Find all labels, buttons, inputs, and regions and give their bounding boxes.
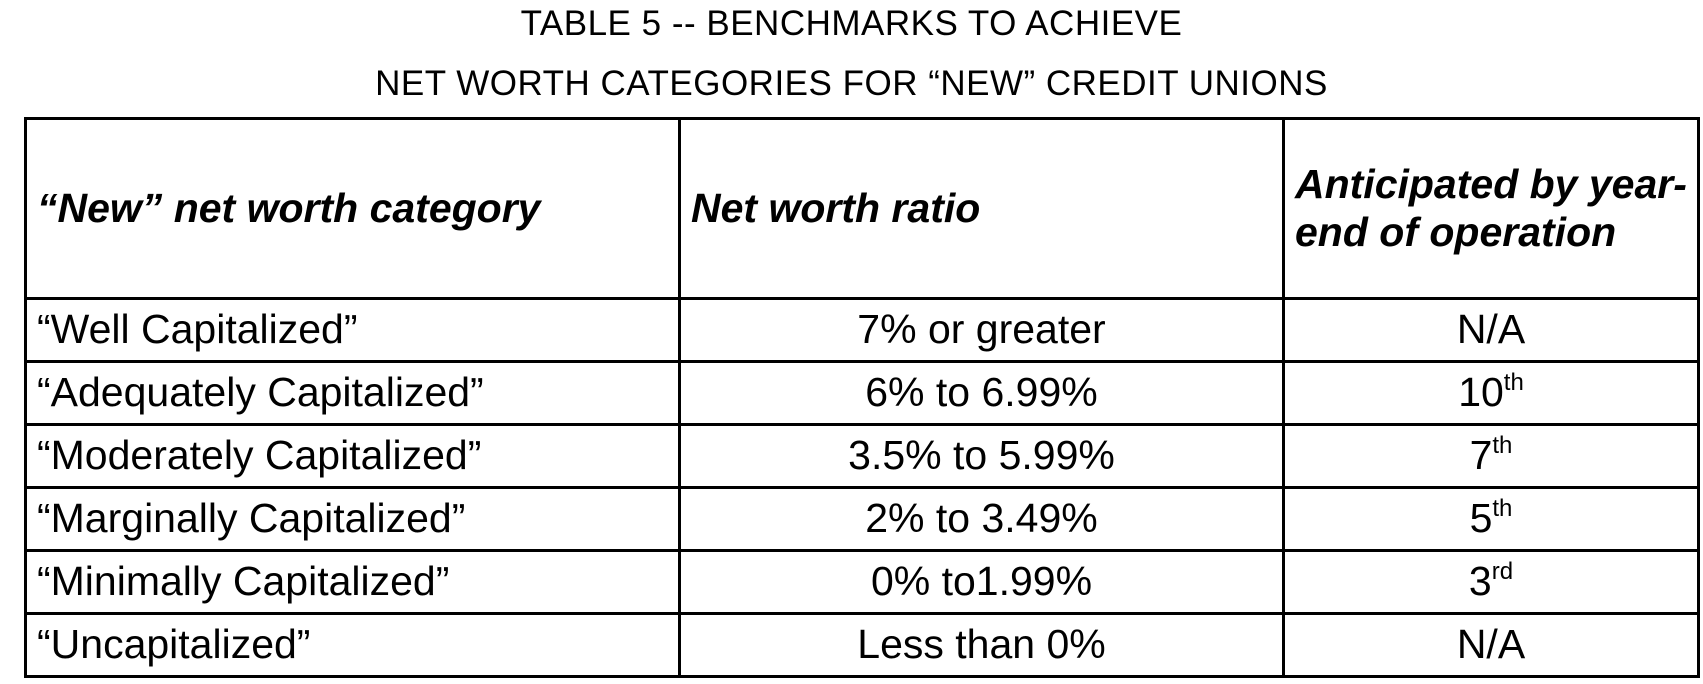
table-cell: 3.5% to 5.99% <box>678 423 1285 489</box>
title: TABLE 5 -- BENCHMARKS TO ACHIEVE <box>520 4 1183 43</box>
table-cell: 2% to 3.49% <box>678 486 1285 552</box>
table-row: “Adequately Capitalized” 6% to 6.99% 10th <box>24 360 1700 426</box>
table-cell: 6% to 6.99% <box>678 360 1285 426</box>
table-row: “Well Capitalized” 7% or greater N/A <box>24 297 1700 363</box>
table-row: “Moderately Capitalized” 3.5% to 5.99% 7th <box>24 423 1700 489</box>
table-cell: 3rd <box>1282 549 1700 615</box>
table-cell: 0% to1.99% <box>678 549 1285 615</box>
table-cell: “Adequately Capitalized” <box>24 360 681 426</box>
header-cell: Net worth ratio <box>678 117 1285 300</box>
table-cell: “Marginally Capitalized” <box>24 486 681 552</box>
cell-text: 7 <box>1469 432 1493 479</box>
table-row: “Minimally Capitalized” 0% to1.99% 3rd <box>24 549 1700 615</box>
ordinal-suffix: th <box>1492 495 1513 523</box>
header-row: “New” net worth category Net worth ratio A… <box>24 117 1700 300</box>
table-cell: Less than 0% <box>678 612 1285 678</box>
header-cell: “New” net worth category <box>24 117 681 300</box>
ordinal-suffix: th <box>1503 369 1524 397</box>
table-row: “Marginally Capitalized” 2% to 3.49% 5th <box>24 486 1700 552</box>
subtitle: NET WORTH CATEGORIES FOR “NEW” CREDIT UN… <box>375 64 1328 103</box>
table-body: “Well Capitalized” 7% or greater N/A “Adequ… <box>24 297 1700 678</box>
table-cell: N/A <box>1282 612 1700 678</box>
table-cell: 5th <box>1282 486 1700 552</box>
header-cell: Anticipated by year-end of operation <box>1282 117 1700 300</box>
cell-text: 3 <box>1468 558 1492 605</box>
table-cell: “Moderately Capitalized” <box>24 423 681 489</box>
table-cell: “Well Capitalized” <box>24 297 681 363</box>
table: “New” net worth category Net worth ratio A… <box>24 117 1700 678</box>
ordinal-suffix: rd <box>1491 558 1514 586</box>
cell-text: 5 <box>1469 495 1493 542</box>
ordinal-suffix: th <box>1492 432 1513 460</box>
table-cell: N/A <box>1282 297 1700 363</box>
cell-text: 10 <box>1458 369 1504 416</box>
table-cell: “Uncapitalized” <box>24 612 681 678</box>
table-row: “Uncapitalized” Less than 0% N/A <box>24 612 1700 678</box>
table-cell: 7th <box>1282 423 1700 489</box>
table-cell: 10th <box>1282 360 1700 426</box>
table-cell: 7% or greater <box>678 297 1285 363</box>
table-cell: “Minimally Capitalized” <box>24 549 681 615</box>
